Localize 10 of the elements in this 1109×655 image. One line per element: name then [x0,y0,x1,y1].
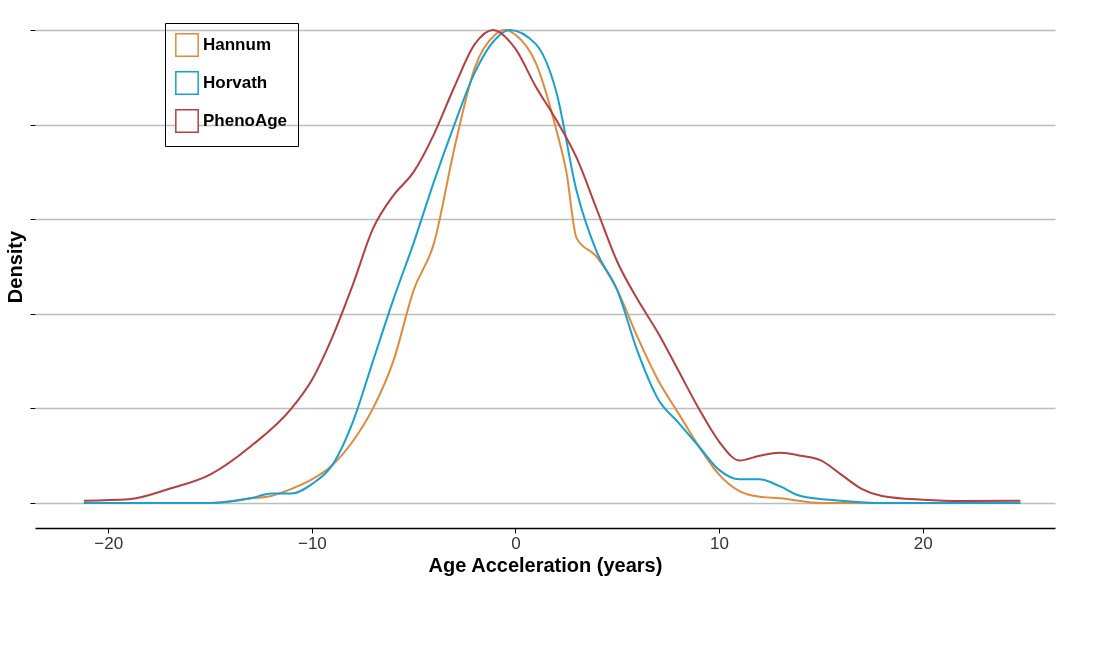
x-tick-label: −10 [297,533,327,553]
x-tick-label: −20 [94,533,124,553]
legend-label: Horvath [203,73,268,92]
x-tick-label: 10 [710,533,730,553]
y-axis-title: Density [4,230,26,304]
x-tick-label: 20 [913,533,933,553]
x-axis-title: Age Acceleration (years) [428,553,663,576]
legend-label: Hannum [203,35,271,54]
legend-label: PhenoAge [203,111,288,130]
x-tick-label: 0 [511,533,521,553]
